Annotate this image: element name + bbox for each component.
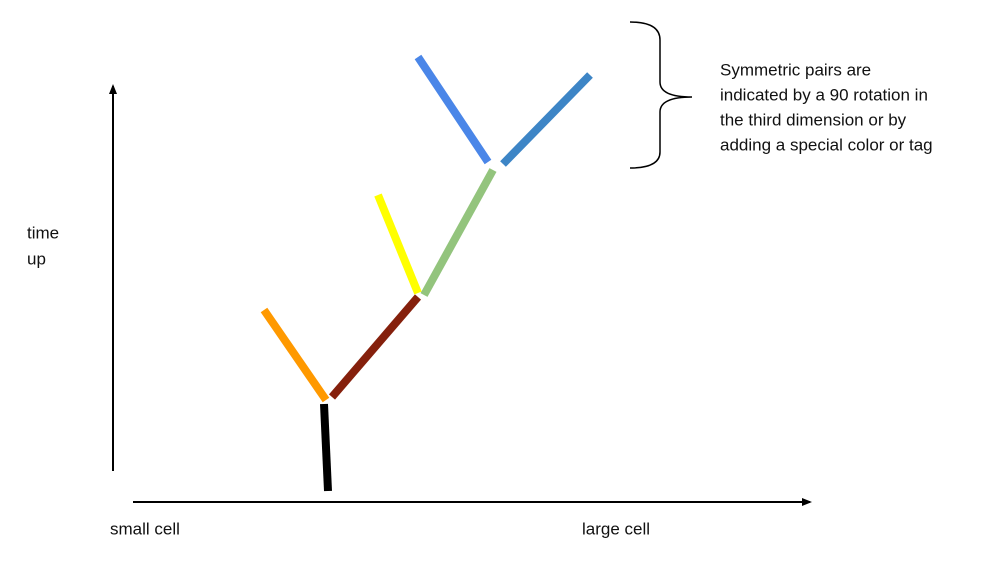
annotation-line: the third dimension or by [720,110,907,129]
annotation-line: Symmetric pairs are [720,60,871,79]
segment-green [420,168,497,297]
segment-blue-right [500,72,593,167]
x-label-left: small cell [110,519,180,538]
segment-root [320,403,332,492]
annotation-line: adding a special color or tag [720,135,933,154]
segment-orange [260,307,330,403]
y-label: up [27,249,46,268]
segment-brown [328,294,422,400]
annotation-line: indicated by a 90 rotation in [720,85,928,104]
lineage-tree [260,54,593,492]
y-label: time [27,223,59,242]
x-label-right: large cell [582,519,650,538]
segment-blue-left [414,54,492,165]
brace [629,21,693,169]
segment-yellow [374,193,422,295]
